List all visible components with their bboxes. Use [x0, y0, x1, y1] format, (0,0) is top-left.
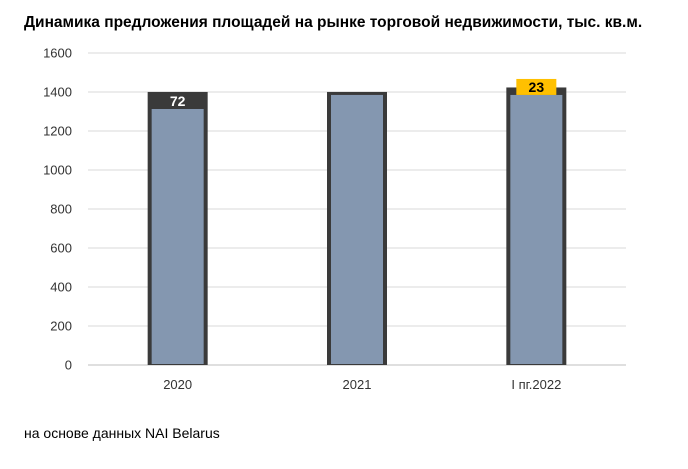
data-label: 72 [170, 93, 186, 109]
y-tick-label: 0 [65, 358, 72, 373]
y-tick-label: 600 [50, 241, 72, 256]
y-tick-label: 1400 [43, 85, 72, 100]
y-tick-label: 800 [50, 202, 72, 217]
y-tick-label: 1000 [43, 163, 72, 178]
x-tick-label: I пг.2022 [511, 377, 561, 392]
bar-increment [516, 78, 557, 95]
data-label: 23 [529, 79, 545, 95]
bar-base [331, 94, 383, 364]
y-tick-label: 1200 [43, 124, 72, 139]
source-note: на основе данных NAI Belarus [24, 425, 220, 441]
y-tick-label: 1600 [43, 46, 72, 61]
chart-title: Динамика предложения площадей на рынке т… [24, 14, 643, 31]
x-tick-label: 2021 [343, 377, 372, 392]
y-tick-label: 200 [50, 319, 72, 334]
bar-increment [157, 92, 198, 109]
y-tick-label: 400 [50, 280, 72, 295]
bar-base [151, 108, 204, 365]
bar-base [510, 94, 563, 364]
x-tick-label: 2020 [163, 377, 192, 392]
